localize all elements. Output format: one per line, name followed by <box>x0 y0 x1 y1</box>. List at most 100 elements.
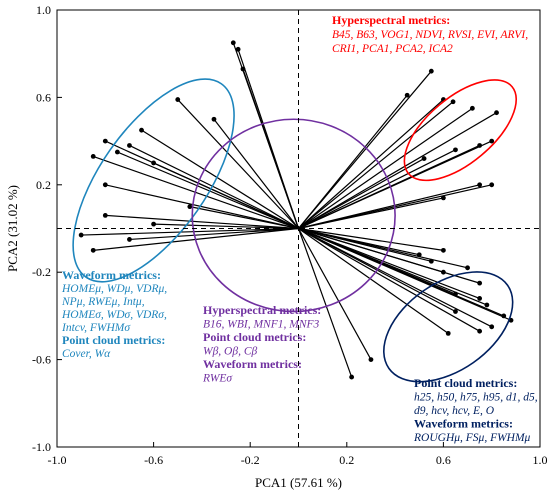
group-ellipse <box>403 79 518 182</box>
group-heading: Waveform metrics: <box>203 357 302 371</box>
loading-vector <box>297 228 353 378</box>
loading-vector <box>298 94 408 229</box>
loading-point <box>235 46 241 52</box>
loading-vector <box>213 118 299 229</box>
loading-point <box>102 212 108 218</box>
loading-vector <box>298 227 480 284</box>
loading-vector <box>242 68 300 229</box>
loading-point <box>421 156 427 161</box>
y-tick-label: 0.2 <box>36 178 51 192</box>
loading-vector <box>298 149 456 230</box>
loading-vector <box>298 99 444 229</box>
loading-vector <box>298 227 444 251</box>
loading-point <box>450 99 456 105</box>
loading-point <box>211 116 217 122</box>
loading-vector <box>298 227 512 321</box>
y-ticks: 1.0 0.6 0.2 -0.2 -0.6 -1.0 <box>32 3 62 454</box>
loading-point <box>465 265 470 271</box>
x-ticks: -1.0 -0.6 -0.2 0.2 0.6 1.0 <box>48 442 548 467</box>
y-axis-label: PCA2 (31.02 %) <box>5 185 20 272</box>
x-tick-label: 1.0 <box>533 453 548 467</box>
loading-point <box>90 247 96 253</box>
loading-vector <box>298 112 497 230</box>
loading-point <box>175 97 181 102</box>
loading-point <box>477 296 483 301</box>
loading-vector <box>129 144 299 230</box>
loading-point <box>441 195 446 201</box>
loading-point <box>127 143 132 148</box>
loading-vector <box>153 223 299 230</box>
loading-vector <box>298 227 468 269</box>
y-tick-label: 0.6 <box>36 90 51 104</box>
x-tick-label: -0.2 <box>241 453 260 467</box>
group-metrics: B16, WBI, MNF1, MNF3 <box>203 319 320 331</box>
loading-vector <box>298 184 480 230</box>
loading-vector <box>81 227 299 236</box>
group-metrics: CRI1, PCA1, PCA2, ICA2 <box>332 43 453 55</box>
loading-vector <box>105 184 299 230</box>
group-metrics: Wβ, Oβ, Cβ <box>203 346 258 358</box>
group-labels: Waveform metrics:HOMEμ, WDμ, VDRμ,NPμ, R… <box>61 13 538 444</box>
loading-vector <box>153 162 299 230</box>
group-heading: Point cloud metrics: <box>62 333 165 347</box>
y-tick-label: -0.6 <box>32 353 51 367</box>
y-tick-label: 1.0 <box>36 3 51 17</box>
group-metrics: RWEσ <box>202 373 233 385</box>
loading-point <box>187 204 193 210</box>
loading-point <box>139 127 144 133</box>
group-metrics: d9, hcv, hcv, E, O <box>414 405 495 417</box>
loading-point <box>151 160 157 166</box>
loading-point <box>151 221 157 227</box>
group-metrics: Cover, Wα <box>62 348 111 360</box>
loading-vector <box>189 206 299 230</box>
group-heading: Hyperspectral metrics: <box>332 13 450 27</box>
group-metrics: ROUGHμ, FSμ, FWHMμ <box>413 432 531 444</box>
group-ellipse <box>383 271 514 383</box>
ellipses-layer <box>72 78 518 383</box>
loading-point <box>441 247 446 253</box>
group-heading: Point cloud metrics: <box>414 376 517 390</box>
loading-vector <box>298 158 425 230</box>
loading-vector <box>105 214 299 230</box>
group-heading: Hyperspectral metrics: <box>203 303 321 317</box>
group-metrics: HOMEμ, WDμ, VDRμ, <box>61 283 167 295</box>
loading-vector <box>298 107 473 229</box>
loading-point <box>477 143 483 148</box>
group-ellipse <box>72 78 235 283</box>
loading-point <box>489 182 495 188</box>
plot-frame <box>56 9 541 448</box>
loading-point <box>127 237 132 242</box>
loading-point <box>102 182 108 188</box>
loading-point <box>494 110 499 116</box>
loading-point <box>469 105 475 111</box>
loading-point <box>453 147 458 153</box>
loading-point <box>428 68 434 74</box>
y-tick-label: -1.0 <box>32 440 51 454</box>
x-tick-label: -0.6 <box>144 453 163 467</box>
loading-vector <box>141 129 299 230</box>
loading-point <box>102 138 108 144</box>
loading-point <box>114 149 120 155</box>
loading-point <box>90 153 96 159</box>
x-tick-label: 0.2 <box>339 453 354 467</box>
y-tick-label: -0.2 <box>32 265 51 279</box>
loading-point <box>445 330 451 336</box>
loading-vector <box>298 197 444 230</box>
group-heading: Point cloud metrics: <box>203 330 306 344</box>
loading-point <box>368 357 374 362</box>
group-ellipse <box>191 118 396 313</box>
loading-point <box>404 92 410 98</box>
loading-point <box>240 66 246 72</box>
loading-vector <box>298 144 480 230</box>
loading-vector <box>117 151 299 230</box>
loading-point <box>230 40 236 46</box>
loading-vector <box>177 99 299 229</box>
x-axis-label: PCA1 (57.61 %) <box>255 475 342 490</box>
group-metrics: Intcv, FWHMσ <box>61 322 131 334</box>
group-metrics: HOMEσ, WDσ, VDRσ, <box>61 309 167 321</box>
loading-point <box>349 374 355 380</box>
x-tick-label: 0.6 <box>436 453 451 467</box>
loading-point <box>489 138 495 144</box>
group-heading: Waveform metrics: <box>414 417 513 431</box>
loading-vector <box>297 228 372 360</box>
